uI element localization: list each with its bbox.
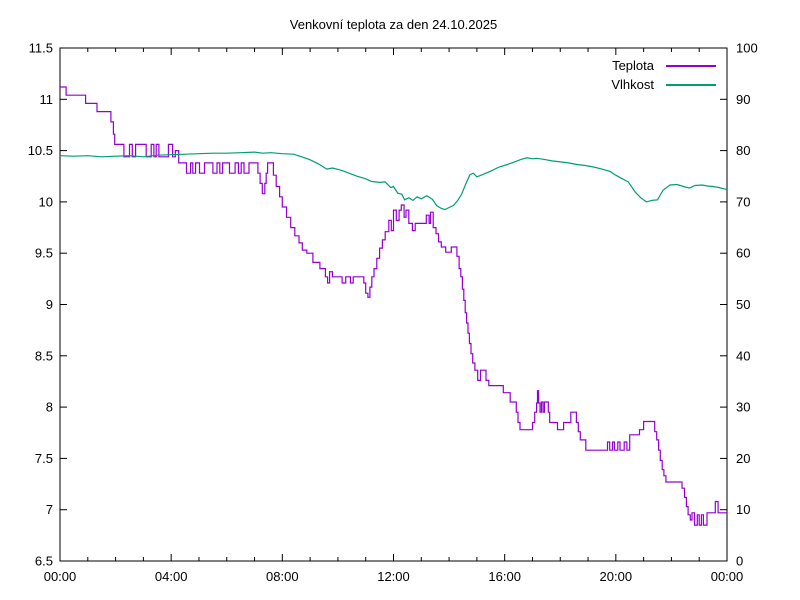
- legend-item: Teplota: [611, 56, 716, 75]
- y-right-tick-label: 40: [736, 348, 750, 363]
- x-tick-label: 20:00: [600, 569, 633, 584]
- vlhkost-line: [59, 151, 728, 211]
- y-left-tick-label: 9: [46, 297, 53, 312]
- x-tick-label: 00:00: [44, 569, 77, 584]
- y-left-tick-label: 8: [46, 400, 53, 415]
- x-tick-label: 00:00: [711, 569, 744, 584]
- x-tick-label: 12:00: [377, 569, 410, 584]
- x-tick-label: 16:00: [488, 569, 521, 584]
- teplota-line-swatch: [666, 64, 716, 67]
- y-right-tick-label: 100: [736, 41, 758, 56]
- y-left-tick-label: 7: [46, 502, 53, 517]
- legend-label-teplota: Teplota: [612, 58, 654, 73]
- y-left-tick-label: 8.5: [35, 348, 53, 363]
- y-right-tick-label: 60: [736, 246, 750, 261]
- y-right-tick-label: 30: [736, 400, 750, 415]
- x-tick-label: 04:00: [155, 569, 188, 584]
- y-left-tick-label: 10.5: [28, 143, 53, 158]
- y-left-tick-label: 9.5: [35, 246, 53, 261]
- legend: Teplota Vlhkost: [611, 56, 716, 94]
- vlhkost-line-swatch: [666, 83, 716, 86]
- y-left-tick-label: 10: [39, 194, 53, 209]
- y-right-tick-label: 90: [736, 92, 750, 107]
- teplota-line: [60, 86, 727, 526]
- legend-label-vlhkost: Vlhkost: [611, 77, 654, 92]
- chart-title: Venkovní teplota za den 24.10.2025: [289, 17, 498, 32]
- y-right-tick-label: 50: [736, 297, 750, 312]
- y-left-tick-label: 7.5: [35, 451, 53, 466]
- y-right-tick-label: 20: [736, 451, 750, 466]
- y-left-tick-label: 11.5: [29, 41, 53, 56]
- legend-item: Vlhkost: [611, 75, 716, 94]
- y-left-tick-label: 11: [40, 92, 54, 107]
- y-right-tick-label: 80: [736, 143, 750, 158]
- y-right-tick-label: 10: [736, 502, 750, 517]
- y-right-tick-label: 0: [736, 554, 743, 569]
- y-right-tick-label: 70: [736, 194, 750, 209]
- x-tick-label: 08:00: [266, 569, 299, 584]
- y-left-tick-label: 6.5: [35, 554, 53, 569]
